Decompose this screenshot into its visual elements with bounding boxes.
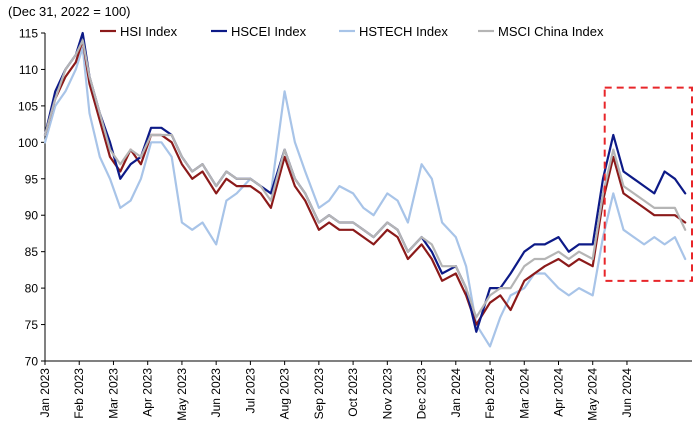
legend-entry-msci: MSCI China Index xyxy=(478,24,604,39)
y-tick-label: 105 xyxy=(18,99,38,113)
legend-entry-hsi: HSI Index xyxy=(100,24,178,39)
x-tick-label: Feb 2023 xyxy=(72,368,86,419)
x-tick-label: Oct 2023 xyxy=(346,368,360,417)
x-tick-label: Dec 2023 xyxy=(415,368,429,420)
y-tick-label: 115 xyxy=(19,27,38,41)
x-tick-label: Mar 2024 xyxy=(517,368,531,419)
x-tick-label: Feb 2024 xyxy=(483,368,497,419)
x-tick-label: Jan 2024 xyxy=(449,368,463,418)
x-tick-label: Apr 2024 xyxy=(551,368,565,417)
y-tick-label: 110 xyxy=(19,63,38,77)
legend-entry-hscei: HSCEI Index xyxy=(211,24,307,39)
y-tick-label: 80 xyxy=(25,282,39,296)
series-line-msci-china-index xyxy=(43,39,687,319)
series-line-hscei-index xyxy=(43,31,687,333)
y-tick-label: 100 xyxy=(18,136,38,150)
x-tick-label: Jan 2023 xyxy=(38,368,52,418)
series-line-hsi-index xyxy=(43,39,687,326)
x-tick-label: May 2024 xyxy=(586,368,600,421)
x-tick-label: Sep 2023 xyxy=(312,368,326,420)
series-line-hstech-index xyxy=(43,46,687,348)
y-axis: 70 75 80 85 90 95 100 105 110 115 xyxy=(18,27,46,369)
y-tick-label: 85 xyxy=(25,245,39,259)
series-layer xyxy=(43,31,687,348)
x-tick-label: May 2023 xyxy=(175,368,189,421)
y-tick-label: 75 xyxy=(25,318,39,332)
unit-label: (Dec 31, 2022 = 100) xyxy=(8,4,131,19)
legend-label-msci: MSCI China Index xyxy=(498,24,604,39)
legend-label-hstech: HSTECH Index xyxy=(359,24,448,39)
x-tick-label: Jun 2024 xyxy=(620,368,634,418)
x-tick-label: Jun 2023 xyxy=(209,368,223,418)
y-tick-label: 95 xyxy=(25,172,39,186)
y-tick-label: 70 xyxy=(25,355,39,369)
x-tick-label: Aug 2023 xyxy=(278,368,292,420)
x-tick-label: Mar 2023 xyxy=(106,368,120,419)
x-tick-label: Jul 2023 xyxy=(243,368,257,414)
legend: HSI Index HSCEI Index HSTECH Index MSCI … xyxy=(100,24,604,39)
x-axis: Jan 2023 Feb 2023 Mar 2023 Apr 2023 May 2023… xyxy=(38,360,692,421)
x-tick-label: Apr 2023 xyxy=(141,368,155,417)
highlight-layer xyxy=(603,86,694,282)
y-tick-label: 90 xyxy=(25,209,39,223)
legend-label-hsi: HSI Index xyxy=(120,24,178,39)
x-tick-label: Nov 2023 xyxy=(380,368,394,420)
highlight-box xyxy=(603,86,694,282)
legend-entry-hstech: HSTECH Index xyxy=(339,24,448,39)
legend-label-hscei: HSCEI Index xyxy=(231,24,307,39)
